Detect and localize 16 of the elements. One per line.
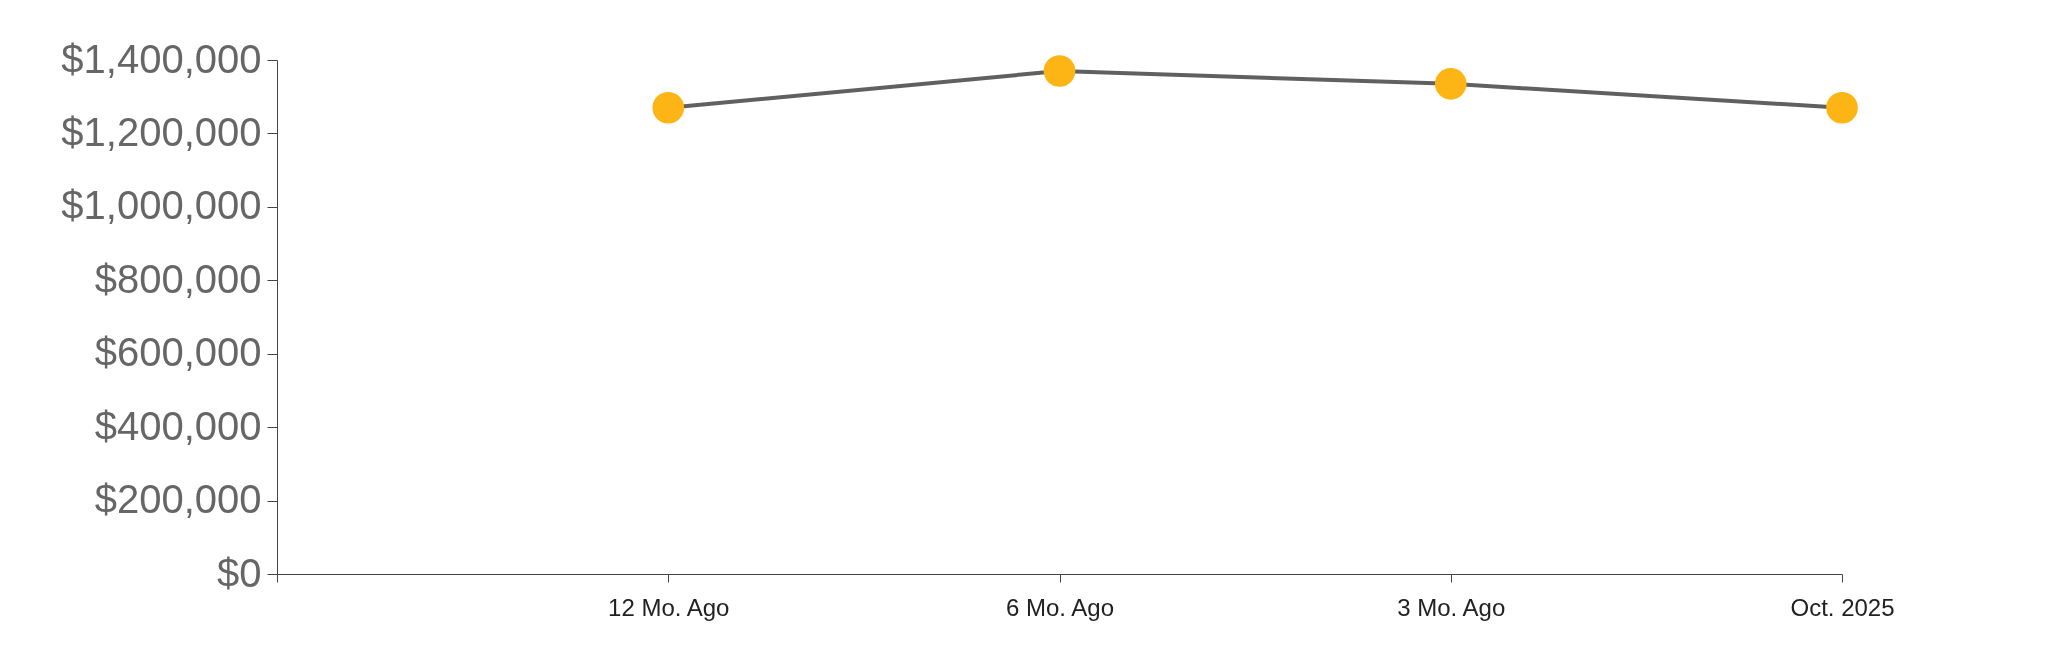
point bbox=[652, 91, 685, 124]
y-tick-label: $0 bbox=[217, 550, 262, 595]
x-tick-label: 6 Mo. Ago bbox=[1005, 593, 1115, 621]
point bbox=[1434, 68, 1467, 100]
y-tick-label: $1,200,000 bbox=[61, 109, 262, 154]
y-tick-label: $200,000 bbox=[94, 477, 262, 522]
y-tick-label: $1,000,000 bbox=[61, 183, 262, 228]
x-tick-label: 3 Mo. Ago bbox=[1397, 593, 1506, 621]
y-tick-label: $800,000 bbox=[94, 256, 262, 301]
x-tick-label: 12 Mo. Ago bbox=[608, 593, 730, 621]
x-tick-label: Oct. 2025 bbox=[1790, 593, 1895, 621]
y-tick-label: $1,400,000 bbox=[61, 36, 262, 81]
y-tick-label: $400,000 bbox=[94, 403, 262, 448]
y-tick-label: $600,000 bbox=[94, 330, 262, 375]
point bbox=[1826, 91, 1858, 124]
point bbox=[1043, 55, 1076, 87]
